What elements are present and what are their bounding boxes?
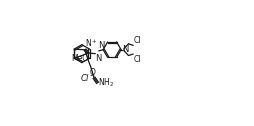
Text: N: N — [98, 41, 105, 50]
Text: Cl: Cl — [134, 55, 141, 64]
Text: Cl$^-$: Cl$^-$ — [80, 72, 96, 83]
Text: N: N — [96, 54, 102, 63]
Text: MeO: MeO — [72, 54, 89, 63]
Text: N: N — [122, 45, 128, 54]
Text: O: O — [90, 68, 96, 77]
Text: N$^+$: N$^+$ — [85, 37, 98, 49]
Text: Cl: Cl — [134, 36, 141, 45]
Text: NH$_2$: NH$_2$ — [98, 76, 114, 89]
